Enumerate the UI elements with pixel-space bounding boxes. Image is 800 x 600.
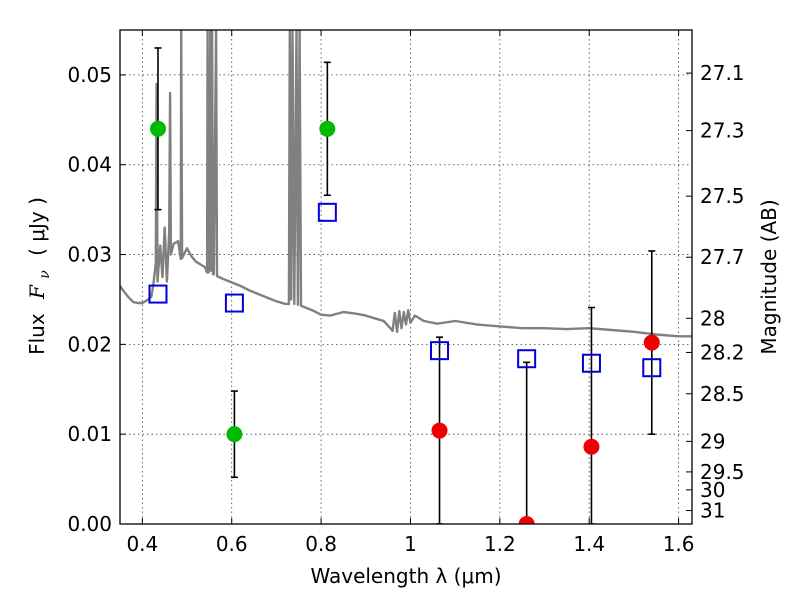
y-tick-label: 0.05: [67, 63, 112, 87]
y-axis-label-prefix: Flux: [25, 313, 49, 355]
y-tick-label: 0.04: [67, 153, 112, 177]
data-point: [149, 120, 166, 137]
data-point: [643, 334, 660, 351]
y2-tick-label: 29.5: [700, 460, 745, 484]
y-axis-label-sub: ν: [37, 270, 53, 279]
y-tick-label: 0.02: [67, 332, 112, 356]
y2-tick-label: 27.3: [700, 119, 745, 143]
y-tick-label: 0.03: [67, 243, 112, 267]
y2-tick-label: 31: [700, 499, 725, 523]
y-axis-label-var: F: [25, 284, 49, 300]
x-tick-label: 0.8: [305, 532, 337, 556]
data-point: [583, 438, 600, 455]
y-axis-label: Flux F ν ( μJy ): [25, 197, 54, 355]
y2-tick-label: 29: [700, 429, 725, 453]
model-square-marker: [224, 293, 244, 313]
y2-axis-label: Magnitude (AB): [757, 199, 781, 354]
x-tick-label: 0.6: [216, 532, 248, 556]
y2-tick-label: 28: [700, 306, 725, 330]
y2-tick-label: 27.7: [700, 245, 745, 269]
x-tick-label: 1.2: [484, 532, 516, 556]
axis-ticks: 0.4 0.6 0.8 1 1.2 1.4 1.6 0.00 0.01 0.02 0.03 0.04 0…: [67, 30, 745, 556]
y-tick-label: 0.01: [67, 422, 112, 446]
x-tick-label: 1: [404, 532, 417, 556]
data-point: [431, 422, 448, 439]
y2-tick-label: 27.5: [700, 184, 745, 208]
y2-tick-label: 30: [700, 478, 725, 502]
plot-frame: [119, 29, 693, 525]
marker-layer: [148, 120, 662, 524]
model-square-marker: [430, 341, 450, 361]
x-axis-label: Wavelength λ (μm): [310, 564, 501, 588]
data-point: [226, 426, 243, 443]
data-point: [319, 120, 336, 137]
y-axis-label-suffix: ( μJy ): [25, 197, 49, 256]
y2-tick-label: 28.2: [700, 340, 745, 364]
model-square-marker: [317, 202, 337, 222]
model-spectrum-line: [120, 30, 692, 338]
model-square-marker: [581, 353, 601, 373]
data-point: [518, 516, 535, 524]
model-square-marker: [148, 284, 168, 304]
x-tick-label: 0.4: [126, 532, 158, 556]
model-spectrum-layer: [120, 30, 692, 338]
x-tick-label: 1.6: [663, 532, 695, 556]
model-square-marker: [642, 358, 662, 378]
model-square-marker: [517, 349, 537, 369]
y-tick-label: 0.00: [67, 512, 112, 536]
x-tick-label: 1.4: [573, 532, 605, 556]
y2-tick-label: 28.5: [700, 382, 745, 406]
y2-tick-label: 27.1: [700, 61, 745, 85]
